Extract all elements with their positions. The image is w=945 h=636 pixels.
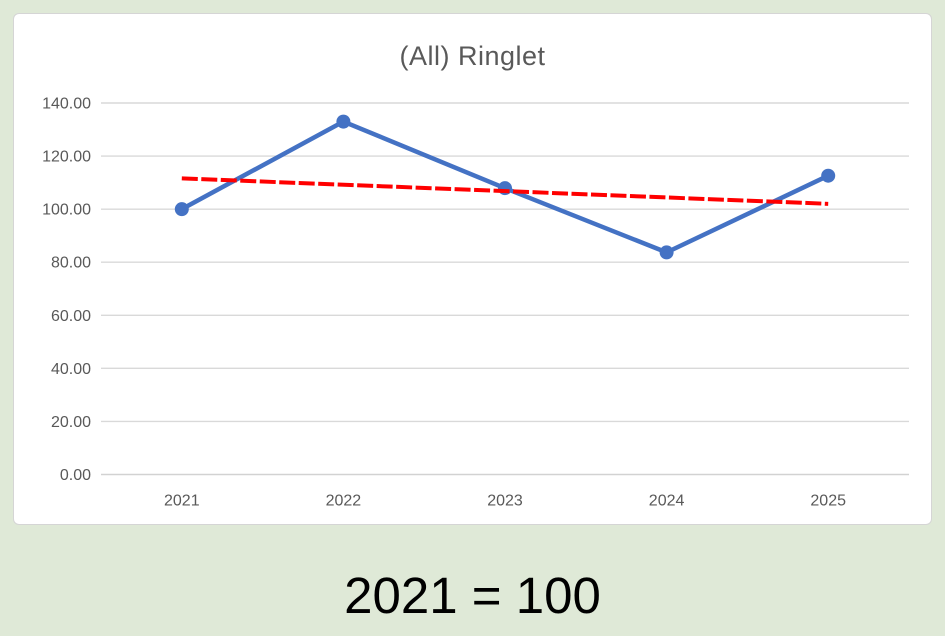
chart-title: (All) Ringlet bbox=[399, 41, 546, 71]
y-tick-label: 120.00 bbox=[42, 149, 91, 166]
y-tick-label: 140.00 bbox=[42, 96, 91, 113]
chart-panel: (All) Ringlet 0.00 20.00 40.00 60.00 80.00 10… bbox=[13, 13, 932, 525]
y-tick-label: 0.00 bbox=[60, 467, 91, 484]
x-tick-label: 2025 bbox=[810, 493, 846, 510]
data-point-marker bbox=[821, 168, 836, 183]
y-tick-label: 20.00 bbox=[51, 414, 91, 431]
footnote-text: 2021 = 100 bbox=[344, 567, 601, 624]
line-chart: 0.00 20.00 40.00 60.00 80.00 100.00 120.00 140.… bbox=[42, 96, 909, 510]
data-point-marker bbox=[659, 245, 674, 260]
x-tick-label: 2023 bbox=[487, 493, 523, 510]
y-tick-label: 80.00 bbox=[51, 255, 91, 272]
y-tick-label: 100.00 bbox=[42, 202, 91, 219]
x-tick-label: 2024 bbox=[649, 493, 685, 510]
data-point-marker bbox=[174, 202, 189, 217]
y-tick-label: 60.00 bbox=[51, 308, 91, 325]
y-tick-label: 40.00 bbox=[51, 361, 91, 378]
x-tick-label: 2021 bbox=[164, 493, 200, 510]
trendline bbox=[181, 176, 829, 206]
data-point-marker bbox=[336, 114, 351, 129]
x-tick-label: 2022 bbox=[326, 493, 362, 510]
